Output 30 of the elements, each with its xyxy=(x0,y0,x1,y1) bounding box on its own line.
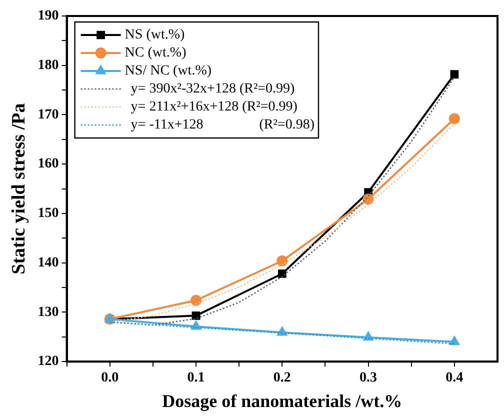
y-tick-label: 130 xyxy=(38,304,59,320)
x-axis-title: Dosage of nanomaterials /wt.% xyxy=(162,390,402,411)
point xyxy=(192,312,200,320)
y-tick-label: 160 xyxy=(38,156,59,172)
y-axis-title: Static yield stress /Pa xyxy=(8,102,30,274)
point xyxy=(277,326,288,336)
point xyxy=(362,194,374,205)
y-tick-label: 140 xyxy=(38,255,59,270)
legend-label: NS (wt.%) xyxy=(124,28,186,43)
y-tick-label: 120 xyxy=(38,354,59,370)
y-tick-label: 190 xyxy=(38,8,59,24)
x-tick-label: 0.0 xyxy=(101,370,119,386)
x-tick-label: 0.2 xyxy=(273,370,291,386)
point xyxy=(276,255,288,266)
point xyxy=(450,70,459,78)
legend-label: NS/ NC (wt.%) xyxy=(124,64,212,79)
point xyxy=(450,336,460,346)
legend-label: y= 211x²+16x+128 (R²=0.99) xyxy=(130,100,298,115)
point xyxy=(190,294,202,306)
x-tick-label: 0.3 xyxy=(360,370,378,386)
legend-label: NC (wt.%) xyxy=(124,46,187,61)
legend-label: y= -11x+128 (R²=0.98) xyxy=(130,118,315,133)
y-tick-label: 180 xyxy=(38,58,59,73)
legend-label: y= 390x²-32x+128 (R²=0.99) xyxy=(130,82,296,97)
y-tick-label: 150 xyxy=(38,206,59,222)
y-tick-label: 170 xyxy=(38,107,59,122)
x-tick-label: 0.1 xyxy=(187,370,205,386)
point xyxy=(448,113,460,124)
point xyxy=(278,270,286,278)
x-tick-label: 0.4 xyxy=(446,370,464,386)
